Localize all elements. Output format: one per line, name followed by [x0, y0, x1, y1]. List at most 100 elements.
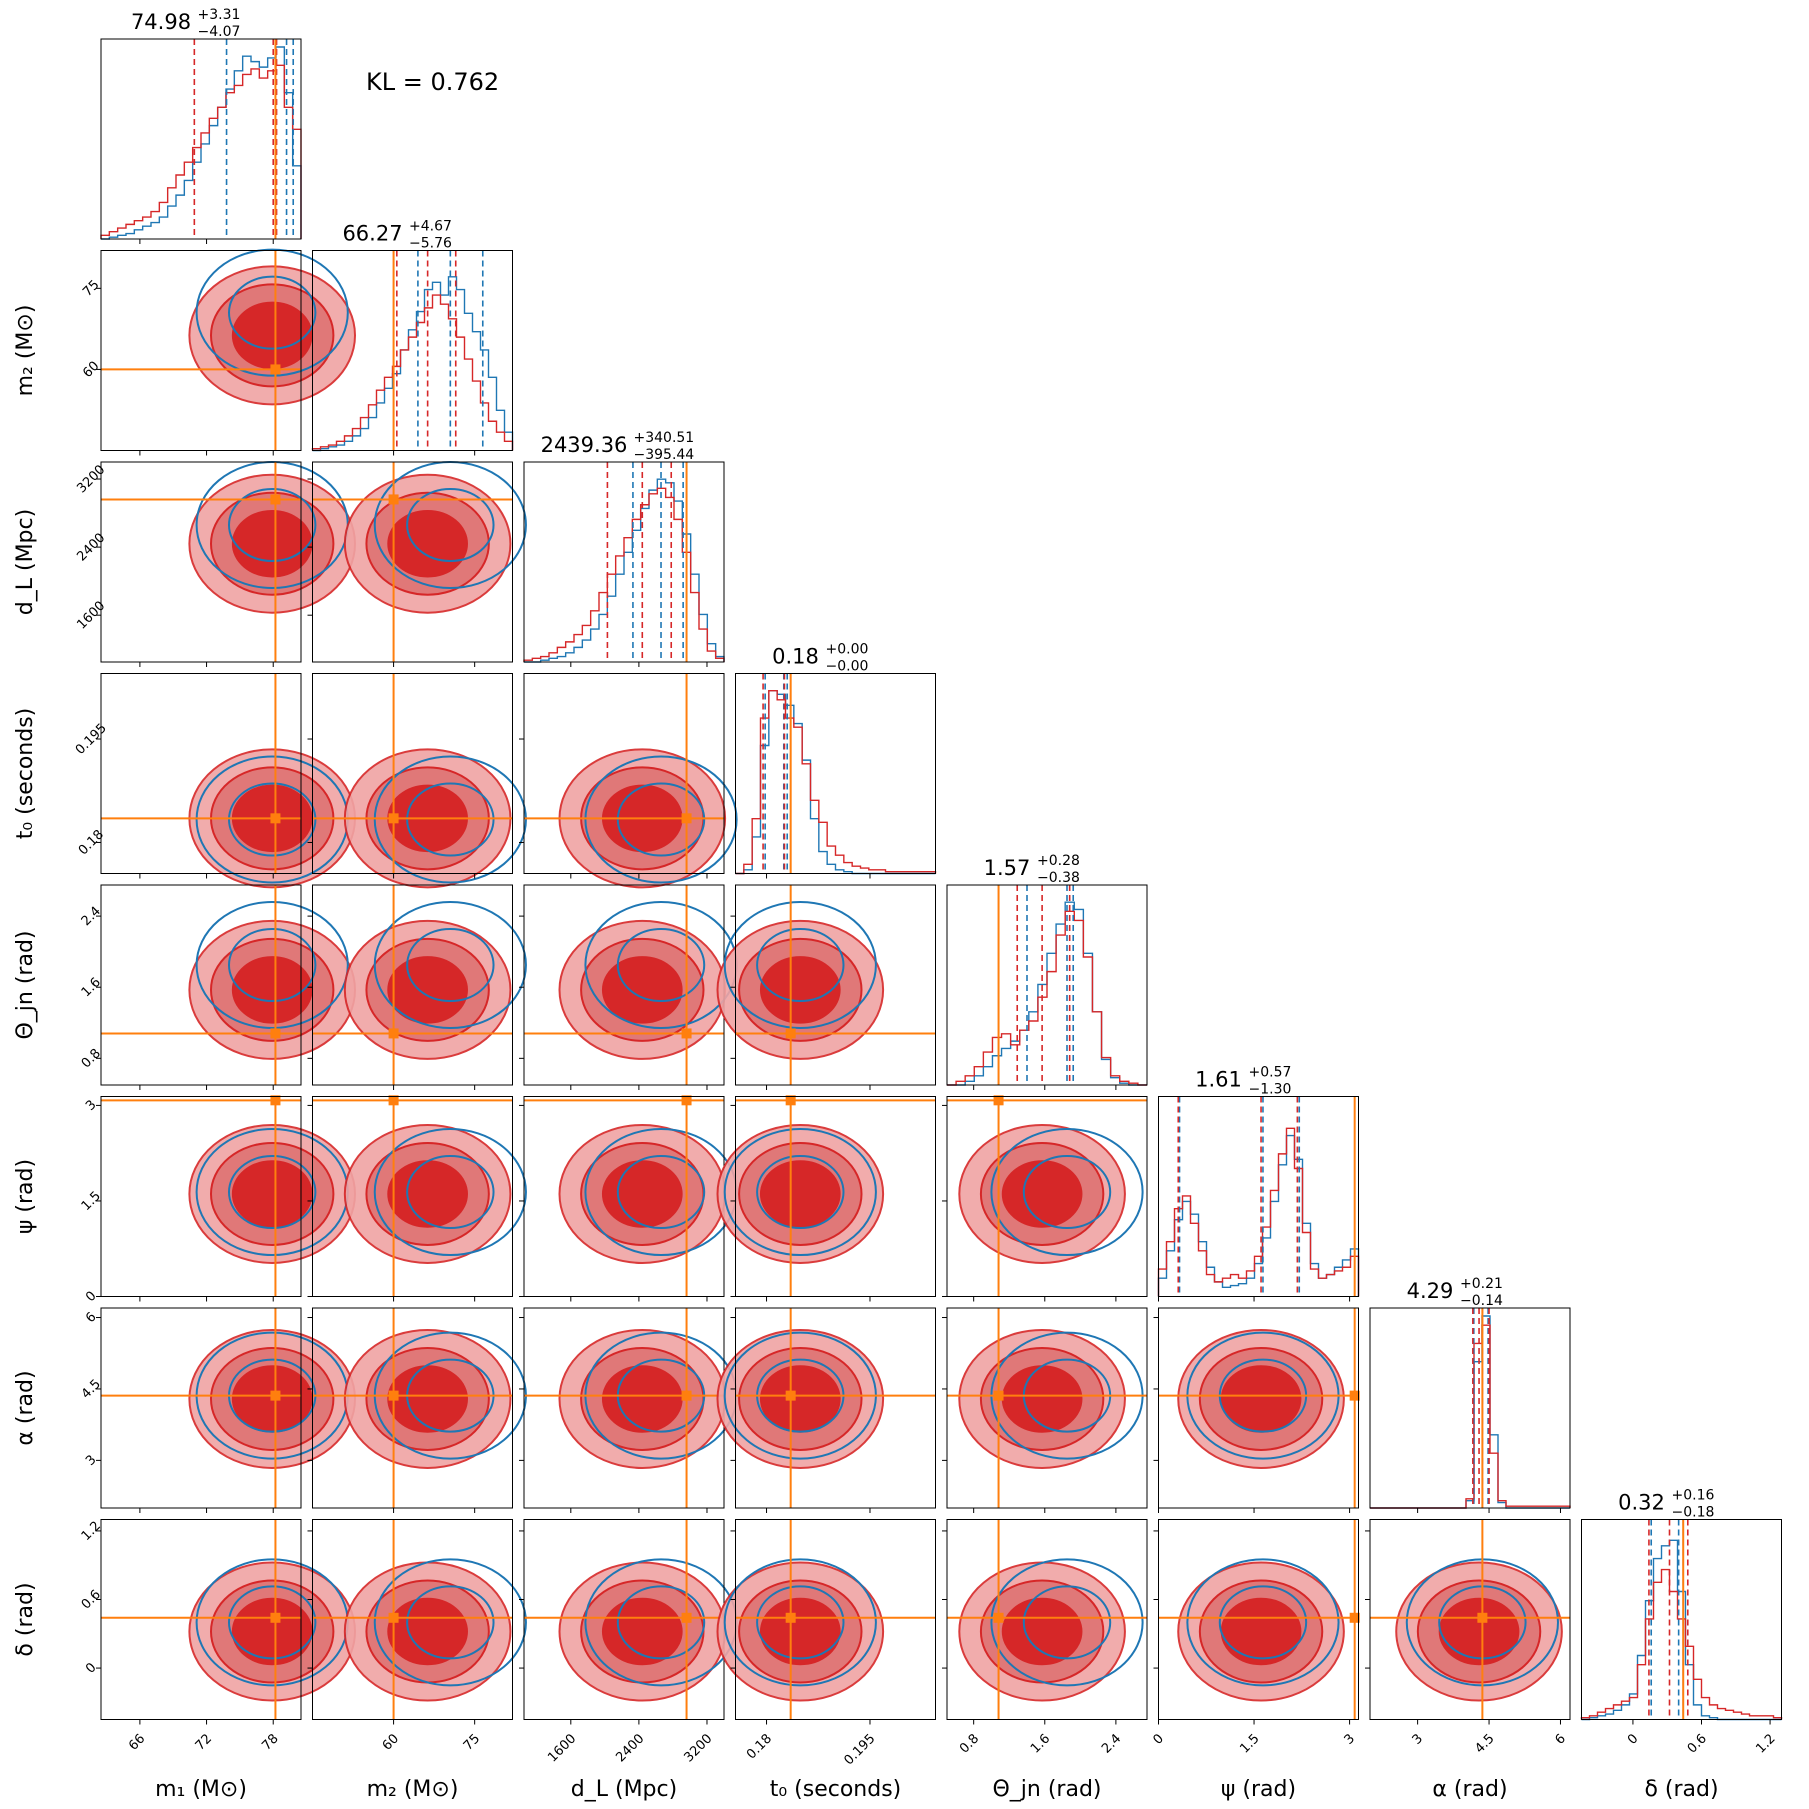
x-axis-label-thetajn: Θ_jn (rad) — [992, 1777, 1101, 1802]
contour-model-inner-dL-psi — [616, 1155, 706, 1230]
density-core-m1-delta — [231, 1597, 313, 1666]
y-axis-label-delta: δ (rad) — [13, 1582, 38, 1656]
contour-model-inner-m1-dL — [228, 487, 317, 562]
truth-marker-t0-psi — [785, 1095, 796, 1106]
panel-m2-psi — [307, 1095, 527, 1302]
truth-marker-m1-dL — [270, 494, 281, 505]
axes-frame — [1581, 1519, 1782, 1720]
title-psi: 1.61 — [1195, 1068, 1242, 1092]
contour-model-inner-m2-t0 — [406, 782, 495, 857]
density-core-psi-delta — [1220, 1597, 1302, 1666]
x-tick-label: 6 — [1552, 1731, 1568, 1747]
density-core-m2-alpha — [387, 1365, 468, 1433]
panel-t0-psi — [716, 1095, 936, 1302]
truth-marker-m2-thetajn — [388, 1028, 399, 1039]
contour-model-inner-dL-t0 — [616, 782, 706, 857]
y-axis-label-t0: t₀ (seconds) — [13, 708, 38, 840]
y-tick-label: 0 — [83, 1289, 99, 1305]
panel-dL-psi — [519, 1095, 738, 1302]
title-m2: 66.27 — [342, 222, 402, 246]
y-axis-label-dL: d_L (Mpc) — [13, 509, 38, 615]
truth-marker-t0-delta — [785, 1612, 796, 1623]
contour-model-outer-dL-t0 — [584, 755, 738, 884]
panel-m2-dL — [307, 460, 527, 667]
axes-frame — [1158, 1519, 1359, 1720]
y-tick-label: 1.6 — [79, 975, 104, 1000]
contour-model-inner-m1-psi — [228, 1155, 317, 1230]
axes-frame — [735, 673, 936, 874]
y-axis-label-alpha: α (rad) — [13, 1370, 38, 1445]
y-tick-label: 3 — [83, 1098, 99, 1114]
title-plus-m2: +4.67 — [409, 219, 452, 235]
density-core-m2-dL — [387, 509, 468, 578]
contour-model-inner-dL-delta — [616, 1585, 706, 1660]
panel-dL-dL: 2439.36 +340.51−395.44 — [523, 430, 725, 667]
x-axis-label-psi: ψ (rad) — [1221, 1777, 1296, 1802]
y-tick-label: 1.2 — [79, 1519, 104, 1544]
panel-m1-thetajn: 0.8 1.6 2.4 — [79, 884, 357, 1090]
title-dL: 2439.36 — [541, 433, 628, 457]
hist-reference-thetajn — [947, 910, 1147, 1086]
y-tick-label: 4.5 — [79, 1377, 104, 1402]
title-minus-thetajn: −0.38 — [1037, 870, 1080, 886]
hist-reference-m1 — [100, 64, 302, 239]
x-tick-label: 3 — [1342, 1731, 1358, 1747]
y-tick-label: 0.18 — [76, 827, 107, 858]
panel-m1-m2: 60 75 — [80, 248, 357, 456]
panel-m1-m1: 74.98 +3.31−4.07 — [100, 7, 302, 244]
contour-model-inner-t0-delta — [756, 1585, 845, 1660]
y-axis-label-m2: m₂ (M⊙) — [13, 305, 38, 397]
x-tick-label: 3200 — [681, 1731, 715, 1765]
y-tick-label: 0.8 — [79, 1046, 104, 1071]
y-axis-label-psi: ψ (rad) — [13, 1159, 38, 1234]
density-core-dL-psi — [601, 1160, 683, 1228]
truth-marker-dL-delta — [681, 1612, 692, 1623]
hist-reference-psi — [1157, 1127, 1360, 1297]
hist-reference-t0 — [735, 689, 937, 875]
title-plus-thetajn: +0.28 — [1037, 853, 1080, 869]
axes-frame — [1158, 1307, 1359, 1509]
contour-model-inner-psi-delta — [1218, 1585, 1308, 1660]
truth-marker-m2-alpha — [388, 1390, 399, 1401]
truth-marker-m2-psi — [388, 1095, 399, 1106]
y-tick-label: 60 — [80, 359, 102, 381]
truth-marker-thetajn-psi — [993, 1095, 1004, 1106]
truth-marker-thetajn-delta — [993, 1612, 1004, 1623]
axes-frame — [1158, 1096, 1359, 1297]
x-tick-label: 2.4 — [1099, 1731, 1124, 1756]
axes-frame — [946, 1519, 1148, 1720]
density-core-m1-psi — [231, 1160, 313, 1228]
truth-marker-m2-t0 — [388, 813, 399, 824]
y-tick-label: 1600 — [74, 599, 108, 633]
truth-marker-m2-delta — [388, 1612, 399, 1623]
hist-reference-dL — [523, 487, 725, 662]
contour-model-outer-thetajn-psi — [990, 1128, 1144, 1257]
title-minus-m1: −4.07 — [198, 24, 241, 40]
y-tick-label: 3 — [83, 1453, 99, 1469]
y-axis-label-thetajn: Θ_jn (rad) — [13, 930, 38, 1039]
density-core-dL-thetajn — [601, 956, 683, 1024]
truth-marker-dL-t0 — [681, 813, 692, 824]
x-tick-label: 0.6 — [1685, 1731, 1710, 1756]
y-tick-label: 6 — [83, 1310, 99, 1326]
panel-alpha-alpha: 4.29 +0.21−0.14 — [1369, 1276, 1571, 1513]
density-core-m2-delta — [387, 1597, 468, 1666]
y-tick-label: 3200 — [74, 462, 108, 496]
axes-frame — [100, 1519, 302, 1720]
panel-delta-delta: 0.32 +0.16−0.18 0 0.6 1.2 — [1580, 1488, 1783, 1757]
x-tick-label: 0.8 — [957, 1731, 982, 1756]
axes-frame — [735, 1096, 936, 1297]
contour-model-inner-dL-thetajn — [616, 928, 706, 1002]
title-minus-psi: −1.30 — [1249, 1082, 1292, 1098]
title-plus-m1: +3.31 — [198, 7, 241, 23]
y-tick-label: 2.4 — [79, 904, 104, 929]
y-tick-label: 1.5 — [79, 1189, 104, 1214]
axes-frame — [100, 461, 302, 663]
contour-model-outer-t0-delta — [723, 1558, 877, 1687]
contour-model-outer-m1-m2 — [195, 248, 349, 377]
density-core-m1-dL — [231, 509, 313, 578]
panel-thetajn-alpha — [942, 1307, 1148, 1513]
axes-frame — [312, 1096, 513, 1297]
x-tick-label: 2400 — [613, 1731, 647, 1765]
